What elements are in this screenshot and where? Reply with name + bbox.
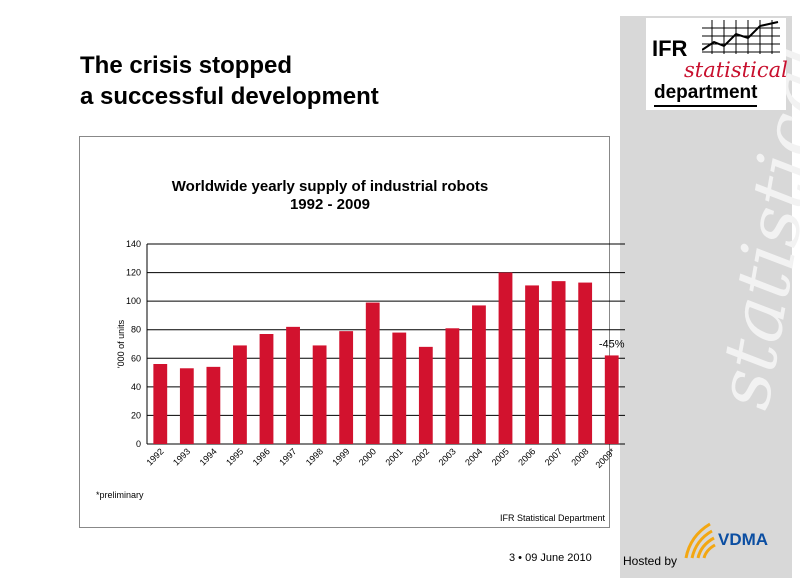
bar (233, 345, 247, 444)
annotation-label: -45% (599, 338, 625, 350)
x-tick-label: 1995 (224, 446, 245, 467)
x-tick-label: 1996 (251, 446, 272, 467)
y-tick-label: 40 (131, 382, 141, 392)
x-tick-label: 1994 (198, 446, 219, 467)
x-tick-label: 1997 (277, 446, 298, 467)
bar (498, 272, 513, 444)
bar (339, 331, 354, 444)
x-tick-label: 2008 (569, 446, 590, 467)
bar (551, 281, 566, 444)
x-tick-label: 1998 (304, 446, 325, 467)
page-footer: 3 • 09 June 2010 (509, 552, 592, 564)
bar (312, 345, 327, 444)
bar (604, 355, 619, 444)
bar (206, 366, 221, 444)
logo-department-text: department (654, 82, 758, 107)
y-tick-label: 100 (126, 296, 141, 306)
x-tick-label: 2003 (437, 446, 458, 467)
y-tick-label: 120 (126, 268, 141, 278)
x-tick-label: 1992 (144, 446, 165, 467)
chart-title-line1: Worldwide yearly supply of industrial ro… (171, 178, 489, 195)
logo-ifr-text: IFR (652, 36, 688, 61)
bar (472, 305, 486, 444)
slide-title: The crisis stopped a successful developm… (80, 50, 379, 112)
x-tick-label: 2002 (410, 446, 431, 467)
chart-title: Worldwide yearly supply of industrial ro… (80, 178, 580, 214)
y-axis-label: '000 of units (116, 319, 126, 368)
x-tick-label: 1999 (330, 446, 351, 467)
grid-chart-icon (702, 20, 780, 54)
chart-title-line2: 1992 - 2009 (289, 196, 371, 213)
slide-title-line2: a successful development (80, 83, 379, 110)
bar (445, 328, 460, 444)
x-tick-label: 2009* (593, 446, 617, 470)
vdma-fan-icon (684, 522, 716, 559)
x-tick-label: 2007 (543, 446, 564, 467)
logo-statistical-text: statistical (684, 58, 788, 82)
hosted-by-label: Hosted by (623, 554, 678, 568)
x-tick-label: 1993 (171, 446, 192, 467)
x-tick-label: 2000 (357, 446, 378, 467)
y-tick-label: 20 (131, 410, 141, 420)
bar (153, 364, 168, 444)
x-tick-label: 2001 (383, 446, 404, 467)
y-tick-label: 60 (131, 353, 141, 363)
ifr-logo: IFR statistical department (646, 18, 788, 110)
chart-source: IFR Statistical Department (500, 513, 606, 523)
bar (525, 285, 539, 444)
bar (259, 334, 274, 444)
bar (179, 368, 194, 444)
y-tick-label: 0 (136, 439, 141, 449)
chart-footnote: *preliminary (96, 490, 144, 500)
vdma-logo-text: VDMA (718, 530, 769, 549)
bar (578, 282, 593, 444)
y-tick-label: 140 (126, 239, 141, 249)
x-tick-label: 2006 (516, 446, 537, 467)
bar (392, 332, 407, 444)
y-tick-label: 80 (131, 325, 141, 335)
bar (286, 326, 300, 444)
bar (365, 302, 380, 444)
bar (418, 346, 433, 444)
x-tick-label: 2005 (490, 446, 511, 467)
slide-title-line1: The crisis stopped (80, 52, 293, 79)
x-tick-label: 2004 (463, 446, 484, 467)
